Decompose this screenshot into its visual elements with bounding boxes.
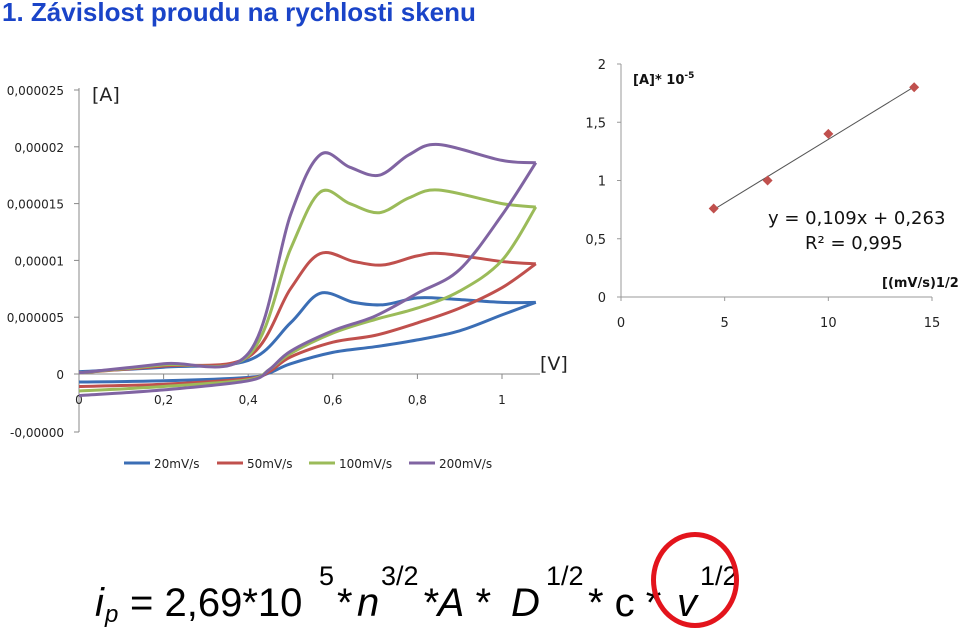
formula-i: i	[95, 581, 104, 625]
sc-x-tick-label: 5	[721, 316, 729, 331]
formula-exponent-1-2-v: 1/2	[700, 561, 738, 591]
cv-y-tick-label: -0,00000	[10, 426, 64, 440]
cv-y-tick-label: 0,000025	[7, 84, 64, 98]
sc-x-tick-label: 0	[617, 316, 625, 331]
cv-x-tick-label: 0,8	[408, 393, 427, 407]
formula-area: *A *	[422, 581, 490, 625]
sc-x-tick-label: 15	[924, 316, 941, 331]
formula-c: * c *	[588, 581, 662, 625]
sc-data-point	[823, 128, 834, 139]
cv-series-reverse-100mV/s	[78, 206, 538, 393]
cv-x-tick-label: 0,4	[239, 393, 258, 407]
formula-v: v	[677, 581, 697, 625]
trendline-r2: R² = 0,995	[805, 233, 903, 254]
formula-exponent-5: 5	[319, 561, 335, 591]
sc-x-tick-label: 10	[820, 316, 837, 331]
highlight-circle	[651, 532, 739, 628]
trendline-equation: y = 0,109x + 0,263	[768, 208, 945, 229]
cv-x-unit: [V]	[540, 353, 568, 375]
cv-y-tick-label: 0	[56, 368, 64, 382]
sc-x-unit: [(mV/s)1/2]	[882, 276, 959, 291]
linear-fit-chart: 2 1,5 1 0,5 00 5 10 15 [A]* 10-5 [(mV/s)1/2] y …	[585, 58, 959, 331]
sc-y-tick-label: 0	[598, 291, 606, 306]
formula-star: *	[337, 581, 353, 625]
sc-data-point	[762, 175, 773, 186]
sc-y-tick-label: 0,5	[585, 233, 606, 248]
cv-series-reverse-200mV/s	[78, 161, 538, 398]
sc-y-unit: [A]* 10-5	[633, 71, 694, 88]
sc-data-point	[708, 203, 719, 214]
cyclic-voltammogram-chart: 0,000025 0,00002 0,000015 0,00001 0,000005 0 -…	[7, 84, 568, 471]
cv-series-reverse-20mV/s	[78, 300, 537, 384]
cv-x-tick-label: 1	[498, 393, 506, 407]
cv-legend-label: 50mV/s	[247, 457, 292, 471]
sc-y-tick-label: 1	[598, 175, 606, 190]
formula-subscript-p: p	[105, 601, 119, 628]
sc-data-point	[909, 82, 920, 93]
cv-y-unit: [A]	[92, 84, 120, 106]
cv-x-tick-label: 0,2	[154, 393, 173, 407]
cv-legend-label: 200mV/s	[439, 457, 492, 471]
sc-y-tick-label: 1,5	[585, 116, 606, 131]
cv-series-forward-200mV/s	[78, 142, 536, 375]
cv-legend-label: 100mV/s	[339, 457, 392, 471]
slide-title: 1. Závislost proudu na rychlosti skenu	[2, 0, 476, 27]
formula-exponent-3-2: 3/2	[381, 561, 419, 591]
cv-x-tick-label: 0	[75, 393, 83, 407]
cv-y-tick-label: 0,000015	[7, 198, 64, 212]
formula-constant: = 2,69*10	[130, 581, 303, 625]
cv-series-reverse-50mV/s	[78, 262, 537, 388]
formula-d: D	[511, 581, 540, 625]
sc-y-tick-label: 2	[598, 58, 606, 73]
cv-x-tick-label: 0,6	[323, 393, 342, 407]
cv-y-tick-label: 0,00001	[14, 254, 64, 268]
cv-y-tick-label: 0,00002	[14, 141, 64, 155]
cv-y-tick-label: 0,000005	[7, 311, 64, 325]
cv-legend-label: 20mV/s	[154, 457, 199, 471]
sc-trendline	[713, 86, 915, 211]
formula-exponent-1-2-d: 1/2	[546, 561, 584, 591]
formula-n: n	[357, 581, 380, 625]
